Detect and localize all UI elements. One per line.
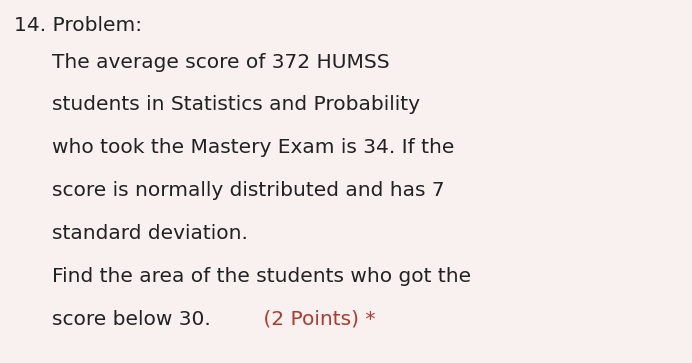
Text: (2 Points) *: (2 Points) * [257,310,375,329]
Text: score below 30.: score below 30. [52,310,210,329]
Text: score is normally distributed and has 7: score is normally distributed and has 7 [52,181,444,200]
Text: The average score of 372 HUMSS: The average score of 372 HUMSS [52,53,390,72]
Text: who took the Mastery Exam is 34. If the: who took the Mastery Exam is 34. If the [52,138,454,157]
Text: 14. Problem:: 14. Problem: [14,16,142,35]
Text: students in Statistics and Probability: students in Statistics and Probability [52,95,420,114]
Text: standard deviation.: standard deviation. [52,224,248,243]
Text: Find the area of the students who got the: Find the area of the students who got th… [52,267,471,286]
